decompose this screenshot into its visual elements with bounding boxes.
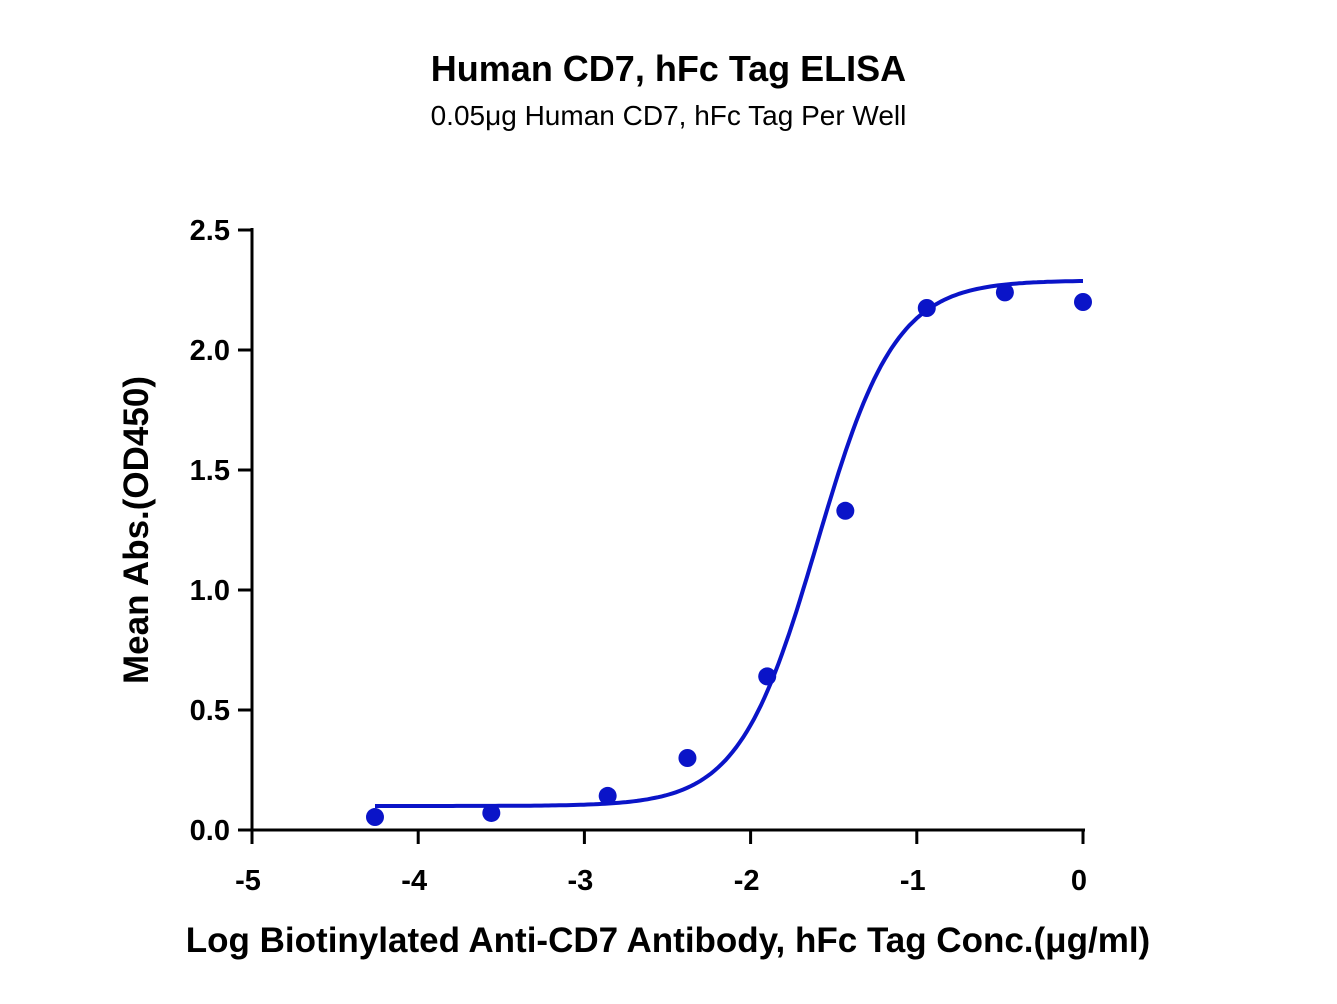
x-tick-label: -4 (401, 865, 427, 897)
y-axis-label: Mean Abs.(OD450) (117, 376, 156, 684)
y-tick-label: 0.5 (190, 695, 230, 727)
data-point (758, 667, 777, 686)
x-tick-label: -5 (235, 865, 261, 897)
fit-curve (375, 279, 1083, 808)
x-tick-label: -1 (900, 865, 926, 897)
chart-subtitle: 0.05μg Human CD7, hFc Tag Per Well (430, 100, 907, 131)
x-tick-label: -3 (568, 865, 594, 897)
data-point (1074, 293, 1092, 311)
y-tick-label: 2.0 (190, 335, 230, 367)
data-point (365, 808, 384, 827)
data-point (917, 299, 936, 317)
x-tick-label: -2 (734, 865, 760, 897)
y-tick-label: 1.5 (190, 455, 230, 487)
data-point (836, 501, 855, 520)
x-axis-label: Log Biotinylated Anti-CD7 Antibody, hFc … (186, 921, 1150, 960)
data-point (482, 803, 501, 822)
chart-title: Human CD7, hFc Tag ELISA (430, 48, 907, 89)
x-tick-label: 0 (1071, 865, 1087, 897)
y-tick-label: 0.0 (190, 815, 230, 847)
data-point (995, 283, 1014, 302)
data-point (598, 786, 617, 805)
y-tick-label: 2.5 (190, 215, 230, 247)
data-point (678, 749, 697, 767)
y-tick-label: 1.0 (190, 575, 230, 607)
